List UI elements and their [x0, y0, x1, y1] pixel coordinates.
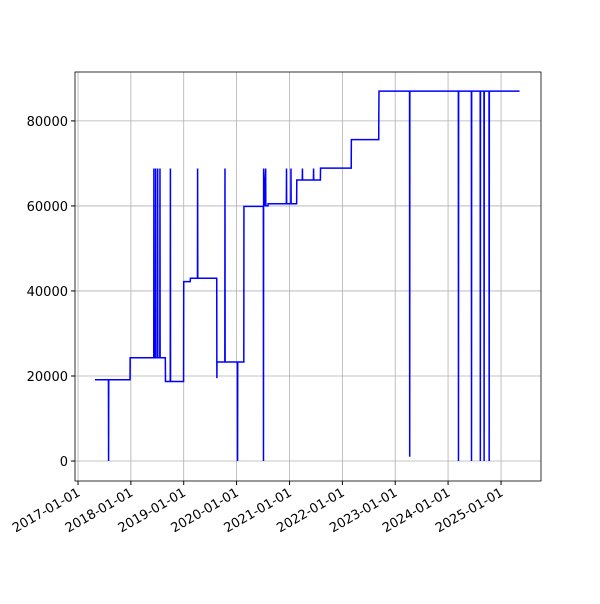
y-tick-label: 80000	[27, 115, 68, 130]
y-tick-label: 20000	[27, 370, 68, 385]
plot-frame	[74, 71, 542, 482]
y-tick-label: 60000	[27, 200, 68, 215]
y-tick-label: 40000	[27, 285, 68, 300]
y-tick-label: 0	[60, 455, 68, 470]
data-line	[94, 90, 520, 462]
